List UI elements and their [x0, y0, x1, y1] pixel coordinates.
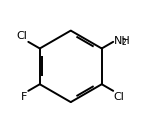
- Text: F: F: [21, 91, 28, 102]
- Text: Cl: Cl: [114, 91, 125, 102]
- Text: 2: 2: [121, 38, 126, 47]
- Text: NH: NH: [114, 36, 131, 46]
- Text: Cl: Cl: [16, 30, 27, 41]
